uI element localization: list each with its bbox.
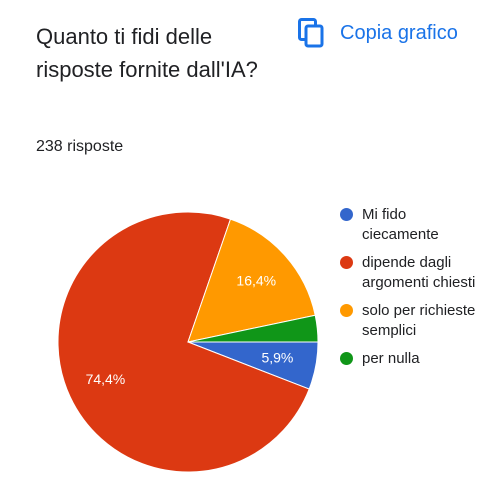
- pie-slice: [187, 314, 319, 343]
- button-label: Copia grafico: [340, 21, 458, 44]
- legend-swatch: [340, 256, 353, 269]
- copy-icon: [298, 18, 324, 48]
- legend-item: per nulla: [340, 349, 480, 369]
- legend-swatch: [340, 304, 353, 317]
- response-count: 238 risposte: [36, 138, 124, 155]
- legend-item: Mi fido ciecamente: [340, 205, 480, 245]
- pie-slice: [57, 211, 310, 473]
- slice-label: 5,9%: [261, 349, 293, 365]
- legend-label: dipende dagli argomenti chiesti: [362, 254, 476, 291]
- legend-item: solo per richieste semplici: [340, 301, 480, 341]
- legend-swatch: [340, 208, 353, 221]
- slice-label: 16,4%: [236, 273, 276, 289]
- copy-chart-button[interactable]: Copia grafico: [298, 18, 458, 48]
- slice-label: 74,4%: [86, 371, 126, 387]
- legend: Mi fido ciecamente dipende dagli argoment…: [340, 205, 480, 377]
- legend-swatch: [340, 352, 353, 365]
- pie-chart: 5,9% 74,4% 16,4%: [57, 211, 319, 473]
- legend-label: Mi fido ciecamente: [362, 206, 439, 243]
- pie-slice: [187, 218, 316, 343]
- legend-item: dipende dagli argomenti chiesti: [340, 253, 480, 293]
- legend-label: per nulla: [362, 350, 420, 367]
- chart-title: Quanto ti fidi delle risposte fornite da…: [36, 24, 258, 82]
- legend-label: solo per richieste semplici: [362, 302, 476, 339]
